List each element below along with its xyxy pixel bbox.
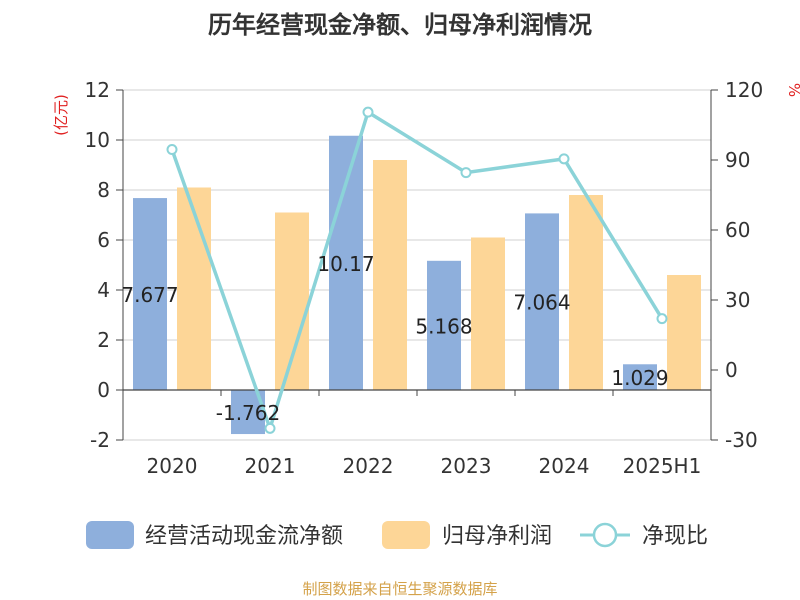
data-label-cashflow: 5.168 (415, 314, 472, 338)
legend-label-net-profit: 归母净利润 (442, 524, 552, 549)
legend-label-cashflow: 经营活动现金流净额 (145, 524, 343, 549)
legend-swatch-cashflow (86, 521, 134, 549)
line-point (460, 167, 472, 179)
data-label-cashflow: 10.17 (317, 252, 374, 276)
y-right-tick-label: -30 (725, 428, 758, 452)
legend-swatch-net-profit (382, 521, 430, 549)
bar-cashflow (623, 364, 657, 390)
bar-series (133, 135, 701, 435)
y-right-tick-label: 0 (725, 358, 738, 382)
data-label-cashflow: 7.677 (121, 283, 178, 307)
x-tick-label: 2022 (343, 454, 394, 478)
axes: -2 0 2 4 6 8 10 12 -30 0 30 60 90 120 2020 2021 2022 2023… (85, 78, 764, 478)
legend: 经营活动现金流净额 归母净利润 净现比 (86, 521, 708, 549)
y-left-tick-label: 12 (85, 78, 110, 102)
y-axis-right-unit: % (785, 83, 800, 97)
data-label-cashflow: 1.029 (611, 366, 668, 390)
y-left-tick-label: 8 (97, 178, 110, 202)
y-right-tick-label: 60 (725, 218, 750, 242)
line-point (558, 153, 570, 165)
y-left-tick-label: 2 (97, 328, 110, 352)
line-point (362, 106, 374, 118)
y-left-tick-label: 10 (85, 128, 110, 152)
legend-label-ratio: 净现比 (642, 524, 708, 549)
y-axis-left-unit: (亿元) (52, 94, 70, 136)
data-label-cashflow: 7.064 (513, 291, 570, 315)
bar-net-profit (373, 160, 407, 390)
bar-net-profit (471, 237, 505, 390)
y-left-tick-label: 0 (97, 378, 110, 402)
bar-net-profit (275, 212, 309, 390)
x-tick-label: 2023 (441, 454, 492, 478)
y-right-tick-label: 90 (725, 148, 750, 172)
bar-cashflow (525, 213, 559, 390)
y-right-tick-label: 120 (725, 78, 763, 102)
x-tick-label: 2025H1 (623, 454, 702, 478)
x-tick-label: 2021 (245, 454, 296, 478)
bar-net-profit (177, 187, 211, 390)
y-left-tick-label: 6 (97, 228, 110, 252)
line-cash-ratio (170, 109, 664, 434)
bar-net-profit (667, 275, 701, 390)
data-labels: 7.677 -1.762 10.17 5.168 7.064 1.029 (121, 252, 668, 425)
chart-title: 历年经营现金净额、归母净利润情况 (208, 11, 592, 39)
source-note: 制图数据来自恒生聚源数据库 (302, 580, 497, 598)
legend-marker-ratio (592, 522, 618, 548)
line-point (166, 144, 178, 155)
bar-cashflow (133, 198, 167, 390)
x-tick-label: 2024 (539, 454, 590, 478)
line-point (264, 422, 276, 434)
x-tick-label: 2020 (147, 454, 198, 478)
line-point (656, 313, 668, 325)
bar-net-profit (569, 195, 603, 390)
bar-cashflow (427, 260, 461, 390)
y-right-tick-label: 30 (725, 288, 750, 312)
y-left-tick-label: -2 (90, 428, 110, 452)
y-left-tick-label: 4 (97, 278, 110, 302)
data-label-cashflow: -1.762 (216, 401, 280, 425)
line-series (166, 106, 668, 434)
